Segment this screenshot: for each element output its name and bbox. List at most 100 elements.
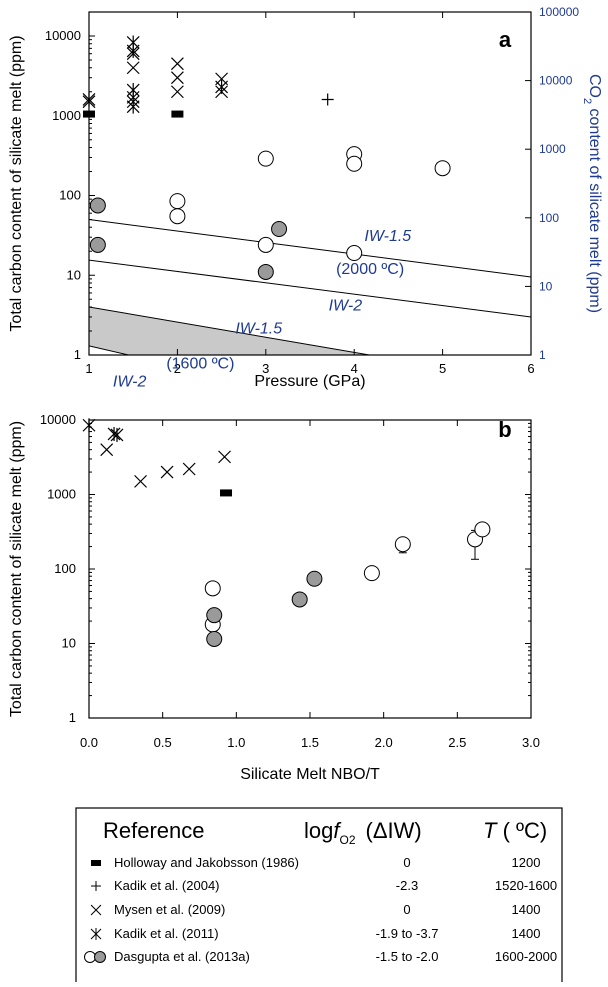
panel-a: 1 2 3 4 5 61101001000100001101001000100001000… [8, 5, 603, 391]
legend-logfo2: 0 [403, 902, 410, 917]
x-tick-label: 3 [262, 361, 269, 376]
axes-frame [88, 11, 532, 356]
marker-open-circle [169, 208, 186, 225]
marker-gray-circle [206, 607, 223, 624]
marker-open-circle [346, 155, 363, 172]
legend-logfo2: 0 [403, 855, 410, 870]
curve-label-1600c: (1600 ºC) [166, 355, 234, 372]
y2-tick-label: 1 [539, 348, 546, 362]
y2-tick-label: 100000 [539, 5, 579, 19]
marker-open-circle [474, 521, 491, 538]
marker-filled-rect [83, 110, 95, 118]
f-part: f [333, 818, 342, 843]
marker-x [100, 443, 114, 457]
y-tick-label: 1000 [47, 487, 76, 502]
marker-x [170, 71, 184, 85]
marker-filled-rect [220, 489, 233, 497]
tunit-part: ( ºC) [496, 818, 547, 843]
legend-reference: Mysen et al. (2009) [114, 902, 225, 917]
legend-head-t: T ( ºC) [483, 818, 547, 843]
y2-tick-label: 10000 [539, 74, 573, 88]
y-tick-label: 10 [67, 267, 81, 282]
legend-marker-plus [91, 881, 101, 891]
marker-open-circle [434, 160, 451, 177]
marker-gray-circle [89, 236, 106, 253]
legend-reference: Dasgupta et al. (2013a) [114, 949, 250, 964]
legend-temperature: 1600-2000 [495, 949, 557, 964]
marker-open-circle [257, 150, 274, 167]
marker-gray-circle [206, 630, 223, 647]
x-tick-label: 3.0 [522, 735, 540, 750]
marker-filled-rect [171, 110, 184, 118]
marker-x [182, 462, 196, 476]
x-axis-label: Pressure (GPa) [254, 373, 365, 390]
curve-line-0 [89, 219, 531, 278]
marker-open-circle [257, 236, 274, 253]
marker-open-circle [169, 193, 186, 210]
panel-letter-b: b [498, 417, 511, 442]
x-tick-label: 4 [351, 361, 358, 376]
marker-gray-circle [291, 591, 308, 608]
y2-label-rest: content of silicate melt (ppm) [586, 104, 603, 313]
x-tick-label: 1.0 [227, 735, 245, 750]
panel-letter-a: a [499, 27, 512, 52]
t-part: T [483, 818, 498, 843]
marker-asterisk [82, 418, 96, 433]
legend-reference: Kadik et al. (2011) [114, 926, 219, 941]
legend-frame [75, 807, 563, 984]
x-tick-label: 0.0 [80, 735, 98, 750]
y-tick-label: 100 [59, 188, 81, 203]
marker-gray-circle [306, 570, 323, 587]
legend-head-reference: Reference [103, 818, 205, 843]
y-tick-label: 10000 [40, 412, 76, 427]
marker-plus [321, 93, 334, 106]
legend-filled-rect [91, 860, 101, 866]
x-tick-label: 2 [174, 361, 181, 376]
legend-reference: Kadik et al. (2004) [114, 878, 220, 893]
o2-sub: O2 [339, 833, 355, 847]
legend-logfo2: -1.9 to -3.7 [376, 926, 439, 941]
y2-label-part: CO [586, 74, 603, 98]
y-axis-label: Total carbon content of silicate melt (p… [8, 35, 25, 331]
marker-x [134, 474, 147, 488]
marker-open-circle [394, 536, 411, 553]
legend-temperature: 1400 [512, 902, 541, 917]
marker-gray-circle [89, 197, 106, 214]
panel-b: 0.0 0.5 1.0 1.5 2.0 2.5 3.0 1 10 100 1000 10000 Sili… [8, 412, 540, 783]
y2-label-sub: 2 [581, 98, 593, 104]
marker-open-circle [346, 245, 363, 262]
legend: Reference logfO2 (ΔIW) T ( ºC) Holloway and … [75, 807, 563, 984]
marker-x [126, 61, 140, 75]
y-tick-label: 1 [69, 710, 76, 725]
marker-x [170, 57, 184, 71]
x-tick-label: 1.5 [301, 735, 319, 750]
marker-open-circle [363, 565, 380, 582]
curve-line-2 [89, 306, 373, 355]
x-tick-label: 5 [439, 361, 446, 376]
y-tick-label: 1 [74, 347, 81, 362]
marker-asterisk [110, 427, 124, 442]
curve-label-iw15-1600: IW-1.5 [235, 321, 282, 338]
curve-line-1 [89, 259, 531, 318]
y2-axis-label: CO2 content of silicate melt (ppm) [581, 74, 603, 313]
band-1600c [89, 306, 531, 355]
marker-open-circle [204, 580, 221, 597]
x-tick-label: 1 [85, 361, 92, 376]
legend-temperature: 1520-1600 [495, 878, 557, 893]
y2-tick-label: 1000 [539, 142, 566, 156]
marker-x [160, 465, 174, 479]
y-axis-label: Total carbon content of silicate melt (p… [8, 421, 25, 717]
y2-tick-label: 100 [539, 211, 559, 225]
marker-asterisk [215, 79, 229, 94]
y-tick-label: 10000 [45, 28, 81, 43]
curve-label-iw15-2000: IW-1.5 [364, 228, 411, 245]
curve-label-iw2-1600: IW-2 [113, 374, 147, 391]
marker-asterisk [82, 92, 96, 107]
marker-gray-circle [271, 221, 288, 238]
x-tick-label: 6 [527, 361, 534, 376]
legend-reference: Holloway and Jakobsson (1986) [114, 855, 299, 870]
axes-frame [88, 419, 532, 719]
curve-label-iw2-2000: IW-2 [329, 298, 363, 315]
